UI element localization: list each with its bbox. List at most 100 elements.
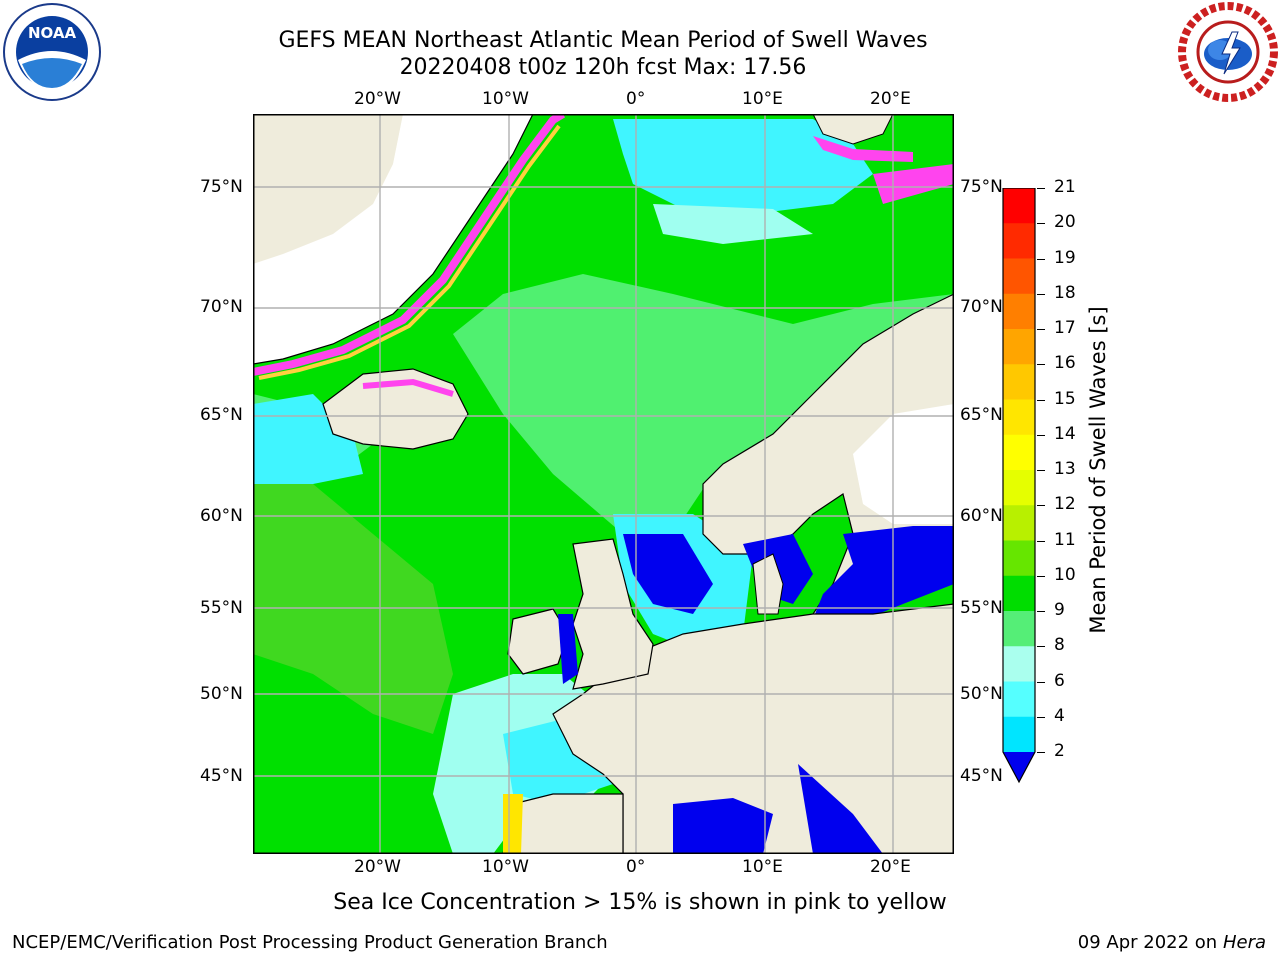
colorbar-tick-mark (1037, 470, 1045, 471)
lat-label-left-50n: 50°N (200, 684, 243, 704)
colorbar-bin (1003, 505, 1035, 541)
lat-label-right-65n: 65°N (960, 405, 1003, 425)
ocean-11-12-west (253, 484, 453, 734)
colorbar-tick-label: 19 (1054, 247, 1076, 268)
noaa-logo-icon: NOAA (3, 3, 101, 101)
chart-subtitle: 20220408 t00z 120h fcst Max: 17.56 (399, 55, 807, 80)
colorbar (1001, 187, 1037, 784)
svg-text:NOAA: NOAA (28, 24, 77, 42)
lon-label-bottom-20w: 20°W (354, 857, 401, 877)
colorbar-tick-label: 9 (1054, 600, 1065, 620)
lon-label-bottom-10e: 10°E (742, 857, 783, 877)
map-frame (253, 114, 954, 854)
footer-machine: Hera (1222, 932, 1266, 953)
land-sweden-finland-snow (853, 404, 954, 524)
lon-label-top-10w: 10°W (482, 89, 529, 109)
ocean-low-mediterranean (673, 798, 773, 854)
colorbar-tick-label: 4 (1054, 705, 1065, 726)
footer-branch: NCEP/EMC/Verification Post Processing Pr… (12, 932, 608, 953)
colorbar-tick-label: 8 (1054, 635, 1065, 656)
colorbar-tick-mark (1037, 611, 1045, 612)
lat-label-left-60n: 60°N (200, 506, 243, 526)
colorbar-tick-label: 6 (1054, 670, 1065, 691)
colorbar-tick-mark (1037, 540, 1045, 542)
land-svalbard (812, 114, 894, 145)
lat-label-right-60n: 60°N (960, 506, 1003, 526)
colorbar-bin (1003, 681, 1035, 718)
colorbar-tick-mark (1037, 434, 1045, 436)
lon-label-bottom-20e: 20°E (870, 857, 911, 877)
colorbar-tick-label: 20 (1054, 212, 1076, 233)
colorbar-bin (1003, 716, 1035, 753)
lon-label-top-10e: 10°E (742, 89, 783, 109)
footer-date-text: 09 Apr 2022 on (1077, 932, 1223, 953)
colorbar-tick-label: 13 (1054, 459, 1076, 479)
map-border (253, 114, 954, 854)
lat-label-left-75n: 75°N (200, 177, 243, 197)
colorbar-bin (1003, 223, 1035, 259)
colorbar-bin (1003, 364, 1035, 400)
lon-label-bottom-0: 0° (626, 857, 646, 877)
colorbar-bin (1003, 470, 1035, 506)
land-jutland (752, 553, 784, 615)
colorbar-tick-mark (1037, 505, 1045, 507)
lon-label-top-20w: 20°W (354, 89, 401, 109)
ocean-low-baltic (813, 526, 954, 624)
lat-label-right-50n: 50°N (960, 684, 1003, 704)
colorbar-bin (1003, 293, 1035, 330)
ocean-low-adriatic (798, 764, 883, 854)
ocean-low-north-sea (623, 534, 713, 614)
colorbar-tick-mark (1037, 681, 1045, 683)
lat-label-right-75n: 75°N (960, 177, 1003, 197)
colorbar-tick-label: 10 (1054, 564, 1076, 585)
lat-label-right-45n: 45°N (960, 766, 1003, 786)
lat-label-left-45n: 45°N (200, 766, 243, 786)
colorbar-tick-label: 11 (1054, 529, 1076, 550)
noaa-logo: NOAA (2, 2, 102, 102)
colorbar-bin (1003, 434, 1035, 471)
colorbar-tick-label: 16 (1054, 353, 1076, 374)
colorbar-bin (1003, 540, 1035, 577)
lat-label-right-70n: 70°N (960, 297, 1003, 317)
colorbar-tick-mark (1037, 223, 1045, 225)
colorbar-bin (1003, 329, 1035, 365)
colorbar-tick-label: 15 (1054, 388, 1076, 409)
colorbar-tick-mark (1037, 293, 1045, 295)
footer-date: 09 Apr 2022 on Hera (1078, 932, 1266, 953)
lat-label-right-55n: 55°N (960, 598, 1003, 618)
nws-logo-icon (1178, 2, 1278, 102)
nws-logo (1178, 2, 1278, 102)
colorbar-bin (1003, 258, 1035, 295)
sea-ice-edge-greenland-fringe (258, 124, 561, 380)
colorbar-tick-mark (1037, 646, 1045, 648)
lat-label-left-70n: 70°N (200, 297, 243, 317)
colorbar-label-text: Mean Period of Swell Waves [s] (1086, 306, 1110, 634)
colorbar-under-arrow (1003, 752, 1035, 782)
sea-ice-edge-greenland (253, 114, 566, 376)
greenland-coast (253, 114, 534, 365)
land-great-britain (572, 538, 654, 690)
colorbar-outline (1002, 187, 1036, 784)
colorbar-tick-mark (1037, 364, 1045, 366)
colorbar-bin (1003, 575, 1035, 612)
colorbar-bin (1003, 188, 1035, 224)
colorbar-bin (1003, 611, 1035, 647)
colorbar-tick-mark (1037, 399, 1045, 401)
colorbar-bin (1003, 646, 1035, 682)
colorbar-tick-label: 14 (1054, 423, 1076, 444)
colorbar-tick-mark (1037, 188, 1045, 189)
land-ireland (507, 608, 569, 675)
ocean-low-irish-sea (558, 614, 578, 684)
ocean-9-10-norwegian-sea (453, 274, 954, 534)
colorbar-tick-label: 17 (1054, 318, 1076, 338)
land-continental-europe (552, 603, 954, 854)
colorbar-tick-mark (1037, 752, 1045, 753)
colorbar-tick-label: 18 (1054, 282, 1076, 303)
colorbar-swatches (1002, 187, 1036, 784)
chart-title: GEFS MEAN Northeast Atlantic Mean Period… (278, 28, 928, 53)
colorbar-bin (1003, 399, 1035, 436)
colorbar-tick-label: 12 (1054, 494, 1076, 515)
ocean-high-portugal (503, 794, 523, 854)
colorbar-tick-mark (1037, 716, 1045, 718)
sea-ice-note: Sea Ice Concentration > 15% is shown in … (333, 890, 947, 915)
